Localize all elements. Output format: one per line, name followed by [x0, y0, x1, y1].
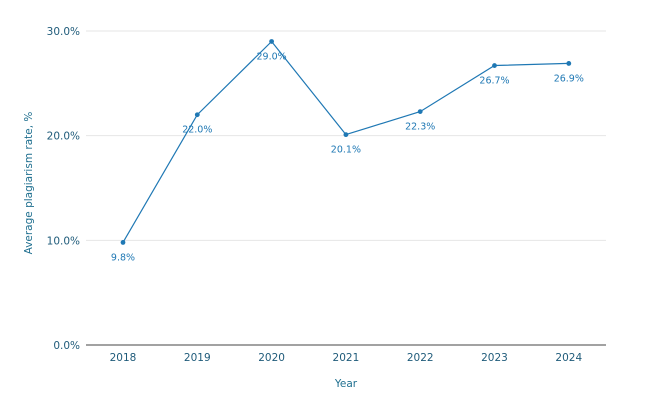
y-tick-label: 0.0% [53, 340, 80, 352]
x-tick-label: 2024 [555, 352, 582, 364]
data-point [566, 61, 572, 66]
grid-lines [86, 30, 606, 346]
y-tick-label: 10.0% [47, 235, 80, 247]
x-tick-label: 2018 [110, 352, 137, 364]
data-point [417, 109, 423, 114]
y-axis-title: Average plagiarism rate, % [23, 112, 35, 255]
data-point [194, 112, 200, 118]
data-point [492, 63, 497, 68]
data-label: 29.0% [257, 51, 287, 62]
data-label: 22.0% [182, 125, 212, 136]
data-labels: 9.8% 22.0% 29.0% 20.1% 22.3% 26.7% 26.9% [111, 51, 584, 263]
data-label: 9.8% [111, 252, 135, 263]
series-line [122, 40, 569, 243]
x-tick-label: 2020 [258, 352, 285, 364]
x-axis-title: Year [334, 378, 358, 390]
y-tick-label: 30.0% [47, 26, 80, 38]
plot-series [120, 39, 572, 245]
x-tick-label: 2022 [407, 352, 434, 364]
data-label: 20.1% [331, 145, 361, 156]
data-label: 26.7% [479, 76, 509, 87]
data-point [343, 132, 349, 138]
x-tick-label: 2023 [481, 352, 508, 364]
data-point [120, 240, 126, 245]
x-tick-label: 2019 [184, 352, 211, 364]
data-point [269, 39, 274, 44]
x-axis-ticks: 2018 2019 2020 2021 2022 2023 2024 [110, 352, 583, 364]
y-axis-ticks: 0.0% 10.0% 20.0% 30.0% [47, 26, 80, 352]
x-tick-label: 2021 [333, 352, 360, 364]
data-label: 22.3% [405, 122, 435, 133]
data-label: 26.9% [554, 73, 584, 84]
y-tick-label: 20.0% [47, 131, 80, 143]
